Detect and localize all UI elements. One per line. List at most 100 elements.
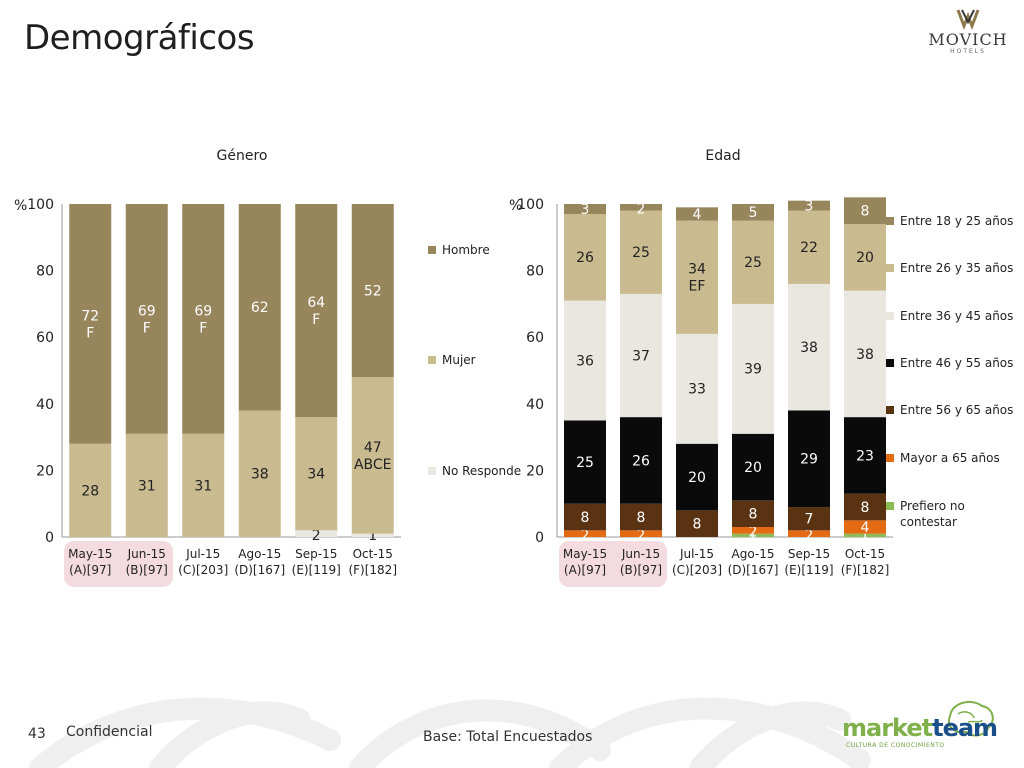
y-tick-label: 20 (526, 463, 544, 479)
data-label: 3 (805, 199, 814, 215)
x-tick-label: Jul-15 (679, 547, 714, 561)
bar-segment (788, 530, 830, 537)
data-label: 3 (581, 202, 590, 218)
x-tick-sublabel: (D)[167] (728, 563, 779, 577)
legend-swatch (886, 359, 894, 367)
bar-segment (351, 377, 394, 534)
x-tick-sublabel: (A)[97] (69, 563, 111, 577)
movich-logo-name: MOVICH (928, 30, 1008, 49)
bar-segment (564, 420, 606, 504)
x-tick-sublabel: (B)[97] (620, 563, 662, 577)
highlight-box (559, 541, 667, 587)
x-tick-label: Jun-15 (621, 547, 660, 561)
movich-logo-sub: HOTELS (950, 48, 986, 55)
x-tick-label: Jun-15 (127, 547, 166, 561)
bar-segment (182, 204, 225, 434)
data-label: 25 (576, 455, 594, 471)
data-label: 20 (744, 460, 762, 476)
y-tick-label: 40 (526, 397, 544, 413)
chart-title: Edad (705, 148, 740, 164)
data-label: 33 (688, 382, 706, 398)
y-tick-label: 40 (36, 397, 54, 413)
bar-segment (620, 417, 662, 504)
bar-segment (620, 293, 662, 418)
data-label: 7 (805, 512, 814, 528)
chart-title: Género (217, 148, 268, 164)
bar-segment (844, 197, 886, 224)
page-title: Demográficos (24, 18, 255, 58)
x-tick-sublabel: (B)[97] (126, 563, 168, 577)
bar-segment (844, 223, 886, 291)
data-label: 26 (632, 453, 650, 469)
bar-segment (238, 410, 281, 537)
legend-swatch (886, 264, 894, 272)
x-tick-label: Oct-15 (353, 547, 393, 561)
y-tick-label: 20 (36, 463, 54, 479)
x-tick-label: Jul-15 (185, 547, 220, 561)
data-label: 39 (744, 362, 762, 378)
legend-swatch (886, 312, 894, 320)
bar-segment (676, 443, 718, 511)
x-tick-label: Ago-15 (732, 547, 775, 561)
data-label: 22 (800, 240, 818, 256)
data-label: 8 (861, 204, 870, 220)
bar-segment (564, 530, 606, 537)
legend-swatch (886, 406, 894, 414)
data-label: 8 (637, 510, 646, 526)
legend-label: Mayor a 65 años (900, 451, 1000, 465)
data-label: 20 (688, 470, 706, 486)
legend-swatch (886, 502, 894, 510)
bar-segment (788, 210, 830, 284)
data-label: 2 (749, 525, 758, 541)
bar-segment (676, 510, 718, 537)
bar-segment (125, 204, 168, 434)
data-label: 28 (81, 483, 99, 499)
data-label: 26 (576, 250, 594, 266)
bar-segment (788, 507, 830, 531)
bar-segment (125, 433, 168, 537)
movich-logo: MOVICH HOTELS (918, 6, 1018, 56)
data-label: 5 (749, 205, 758, 221)
bar-segment (844, 520, 886, 534)
bar-segment (351, 204, 394, 378)
x-tick-sublabel: (D)[167] (234, 563, 285, 577)
bar-segment (564, 503, 606, 531)
data-label: 37 (632, 348, 650, 364)
x-tick-label: Ago-15 (238, 547, 281, 561)
legend-label: Entre 56 y 65 años (900, 403, 1013, 417)
movich-logo-mark (956, 9, 980, 31)
data-label: 72 F (81, 308, 99, 341)
x-tick-sublabel: (C)[203] (672, 563, 722, 577)
bar-segment (295, 417, 338, 531)
bar-segment (676, 207, 718, 221)
data-label: 62 (251, 300, 269, 316)
y-tick-label: 100 (27, 197, 54, 213)
data-label: 8 (749, 507, 758, 523)
bar-segment (788, 283, 830, 411)
data-label: 1 (861, 528, 870, 544)
bar-segment (564, 213, 606, 301)
bar-segment (182, 433, 225, 537)
brain-icon (948, 700, 994, 737)
data-label: 2 (581, 528, 590, 544)
data-label: 34 EF (688, 262, 706, 295)
y-axis-label: % (14, 198, 27, 214)
page-number: 43 (28, 726, 46, 742)
x-tick-label: May-15 (68, 547, 112, 561)
legend-label: Entre 46 y 55 años (900, 356, 1013, 370)
x-tick-sublabel: (E)[119] (292, 563, 341, 577)
bar-segment (69, 443, 112, 537)
bar-segment (238, 204, 281, 411)
data-label: 69 F (194, 303, 212, 336)
legend-label: Entre 36 y 45 años (900, 309, 1013, 323)
bar-segment (732, 500, 774, 528)
bar-segment (676, 333, 718, 444)
data-label: 36 (576, 353, 594, 369)
data-label: 25 (744, 255, 762, 271)
data-label: 20 (856, 250, 874, 266)
data-label: 1 (749, 528, 758, 544)
y-tick-label: 0 (535, 530, 544, 546)
y-tick-label: 0 (45, 530, 54, 546)
data-label: 29 (800, 452, 818, 468)
